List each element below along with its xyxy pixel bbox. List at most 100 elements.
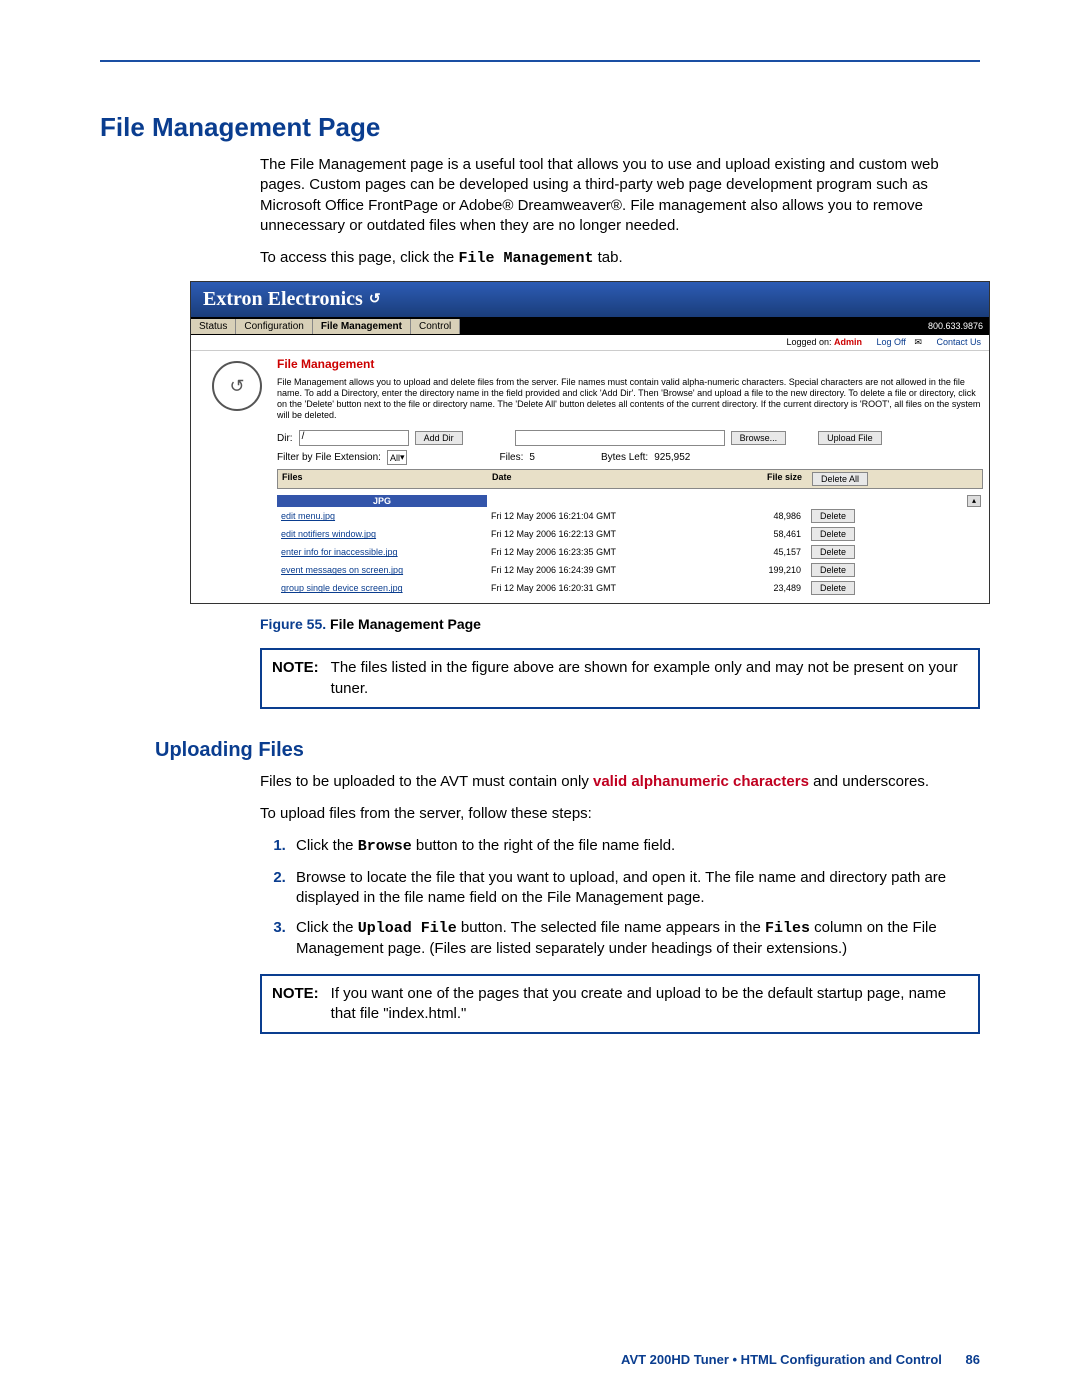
upload-p2: To upload files from the server, follow … [260,804,980,824]
upload-p1c: and underscores. [809,773,929,790]
upload-p1: Files to be uploaded to the AVT must con… [260,772,980,792]
tab-configuration[interactable]: Configuration [236,319,312,334]
file-link[interactable]: edit menu.jpg [281,511,335,521]
chevron-down-icon: ▾ [400,452,405,463]
table-row: event messages on screen.jpg Fri 12 May … [277,561,983,579]
ss-tabs: Status Configuration File Management Con… [191,317,989,335]
note-label: NOTE: [272,658,319,699]
step-1b: Browse [358,838,412,855]
steps-list: Click the Browse button to the right of … [290,836,980,959]
category-header: JPG [277,495,487,507]
page-footer: AVT 200HD Tuner • HTML Configuration and… [621,1352,980,1367]
mail-icon: ✉ [914,337,922,347]
file-link[interactable]: group single device screen.jpg [281,583,403,593]
delete-button[interactable]: Delete [811,545,855,559]
logged-on-label: Logged on: [786,337,831,347]
top-rule [100,60,980,62]
file-size: 48,986 [721,511,811,521]
delete-button[interactable]: Delete [811,527,855,541]
dir-input[interactable]: / [299,430,409,446]
bytes-value: 925,952 [654,452,690,463]
table-header: Files Date File size Delete All [277,469,983,489]
section-title: File Management Page [100,112,980,143]
upload-path-input[interactable] [515,430,725,446]
tab-file-management[interactable]: File Management [313,319,411,334]
scroll-up-icon[interactable]: ▴ [967,495,981,507]
note-box-1: NOTE: The files listed in the figure abo… [260,648,980,709]
screenshot: Extron Electronics ↺ Status Configuratio… [190,281,990,604]
upload-p1a: Files to be uploaded to the AVT must con… [260,773,593,790]
intro-paragraph: The File Management page is a useful too… [260,155,980,236]
upload-file-button[interactable]: Upload File [818,431,882,445]
note-label: NOTE: [272,984,319,1025]
note-box-2: NOTE: If you want one of the pages that … [260,974,980,1035]
delete-all-button[interactable]: Delete All [812,472,868,486]
tab-control[interactable]: Control [411,319,460,334]
file-date: Fri 12 May 2006 16:20:31 GMT [491,583,721,593]
access-post: tab. [593,249,622,266]
filter-value: All [390,453,400,463]
logo-icon: ↺ [212,361,262,411]
step-3c: button. The selected file name appears i… [457,919,765,936]
table-row: edit notifiers window.jpg Fri 12 May 200… [277,525,983,543]
table-row: group single device screen.jpg Fri 12 Ma… [277,579,983,597]
file-link[interactable]: enter info for inaccessible.jpg [281,547,398,557]
ss-subbar: Logged on: Admin Log Off ✉ Contact Us [191,335,989,351]
file-link[interactable]: event messages on screen.jpg [281,565,403,575]
step-3: Click the Upload File button. The select… [290,918,980,960]
ss-brand: Extron Electronics [203,288,363,311]
file-size: 45,157 [721,547,811,557]
logged-on-user: Admin [834,337,862,347]
logoff-link[interactable]: Log Off [877,337,906,347]
step-3a: Click the [296,919,358,936]
note-text: The files listed in the figure above are… [331,658,968,699]
panel-title: File Management [277,357,983,371]
step-3d: Files [765,920,810,937]
step-1: Click the Browse button to the right of … [290,836,980,857]
page-number: 86 [966,1352,980,1367]
table-row: edit menu.jpg Fri 12 May 2006 16:21:04 G… [277,507,983,525]
access-mono: File Management [458,250,593,267]
panel-description: File Management allows you to upload and… [277,377,983,420]
filter-label: Filter by File Extension: [277,452,381,463]
step-2: Browse to locate the file that you want … [290,868,980,909]
table-row: enter info for inaccessible.jpg Fri 12 M… [277,543,983,561]
footer-text: AVT 200HD Tuner • HTML Configuration and… [621,1352,942,1367]
file-size: 199,210 [721,565,811,575]
phone-number: 800.633.9876 [928,321,983,331]
step-1c: button to the right of the file name fie… [412,837,676,854]
tab-status[interactable]: Status [191,319,236,334]
dir-label: Dir: [277,433,293,444]
ss-logo: ↺ [197,357,277,597]
files-count: 5 [529,452,535,463]
col-date: Date [492,472,722,486]
file-size: 58,461 [721,529,811,539]
brand-icon: ↺ [369,291,381,308]
file-date: Fri 12 May 2006 16:21:04 GMT [491,511,721,521]
access-pre: To access this page, click the [260,249,458,266]
delete-button[interactable]: Delete [811,581,855,595]
file-date: Fri 12 May 2006 16:24:39 GMT [491,565,721,575]
uploading-title: Uploading Files [155,739,980,762]
figure-number: Figure 55. [260,616,326,632]
contact-link[interactable]: Contact Us [936,337,981,347]
access-paragraph: To access this page, click the File Mana… [260,248,980,269]
step-3b: Upload File [358,920,457,937]
figure-caption: Figure 55. File Management Page [260,616,980,632]
file-size: 23,489 [721,583,811,593]
files-label: Files: [499,452,523,463]
col-size: File size [722,472,812,486]
upload-p1b: valid alphanumeric characters [593,773,809,790]
figure-title: File Management Page [326,616,481,632]
step-1a: Click the [296,837,358,854]
col-files: Files [282,472,492,486]
file-link[interactable]: edit notifiers window.jpg [281,529,376,539]
delete-button[interactable]: Delete [811,509,855,523]
browse-button[interactable]: Browse... [731,431,787,445]
delete-button[interactable]: Delete [811,563,855,577]
note-text: If you want one of the pages that you cr… [331,984,968,1025]
file-date: Fri 12 May 2006 16:23:35 GMT [491,547,721,557]
bytes-label: Bytes Left: [601,452,648,463]
filter-select[interactable]: All ▾ [387,450,408,465]
add-dir-button[interactable]: Add Dir [415,431,463,445]
